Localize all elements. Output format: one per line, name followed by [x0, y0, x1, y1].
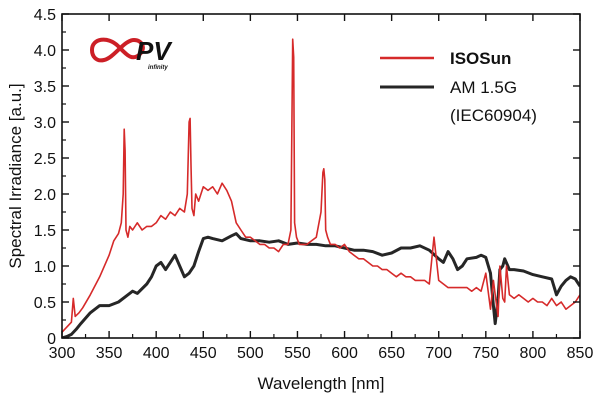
y-tick-label: 2.0 — [34, 187, 56, 204]
y-axis-ticks: 0 0.5 1.0 1.5 2.0 2.5 3.0 3.5 4.0 4.5 — [34, 7, 580, 348]
x-tick-label: 700 — [425, 345, 452, 362]
logo-subtext: infinity — [148, 65, 168, 71]
x-tick-label: 800 — [520, 345, 547, 362]
legend-label-am15g-line2: (IEC60904) — [450, 106, 537, 125]
y-tick-label: 4.5 — [34, 7, 56, 24]
y-tick-label: 3.5 — [34, 79, 56, 96]
legend: ISOSun AM 1.5G (IEC60904) — [380, 49, 537, 125]
legend-label-isosun: ISOSun — [450, 49, 511, 68]
y-tick-label: 0 — [47, 331, 56, 348]
y-tick-label: 1.5 — [34, 223, 56, 240]
x-axis-ticks: 300 350 400 450 500 550 600 650 700 750 800 850 — [49, 14, 594, 362]
x-tick-label: 850 — [567, 345, 594, 362]
y-tick-label: 2.5 — [34, 151, 56, 168]
y-tick-label: 3.0 — [34, 115, 56, 132]
x-axis-label: Wavelength [nm] — [258, 374, 385, 393]
infinity-logo-icon — [89, 37, 145, 63]
isosun-series-line — [62, 38, 580, 333]
legend-label-am15g: AM 1.5G — [450, 78, 517, 97]
logo-text: PV — [136, 36, 173, 66]
x-tick-label: 750 — [472, 345, 499, 362]
y-tick-label: 4.0 — [34, 43, 56, 60]
x-tick-label: 350 — [96, 345, 123, 362]
y-axis-label: Spectral Irradiance [a.u.] — [6, 83, 25, 268]
cpv-logo: PV infinity — [89, 36, 173, 71]
x-tick-label: 600 — [331, 345, 358, 362]
x-tick-label: 650 — [378, 345, 405, 362]
am15g-series-line — [62, 232, 580, 338]
x-tick-label: 450 — [190, 345, 217, 362]
y-tick-label: 0.5 — [34, 295, 56, 312]
x-tick-label: 550 — [284, 345, 311, 362]
x-tick-label: 500 — [237, 345, 264, 362]
x-tick-label: 300 — [49, 345, 76, 362]
y-tick-label: 1.0 — [34, 259, 56, 276]
x-tick-label: 400 — [143, 345, 170, 362]
